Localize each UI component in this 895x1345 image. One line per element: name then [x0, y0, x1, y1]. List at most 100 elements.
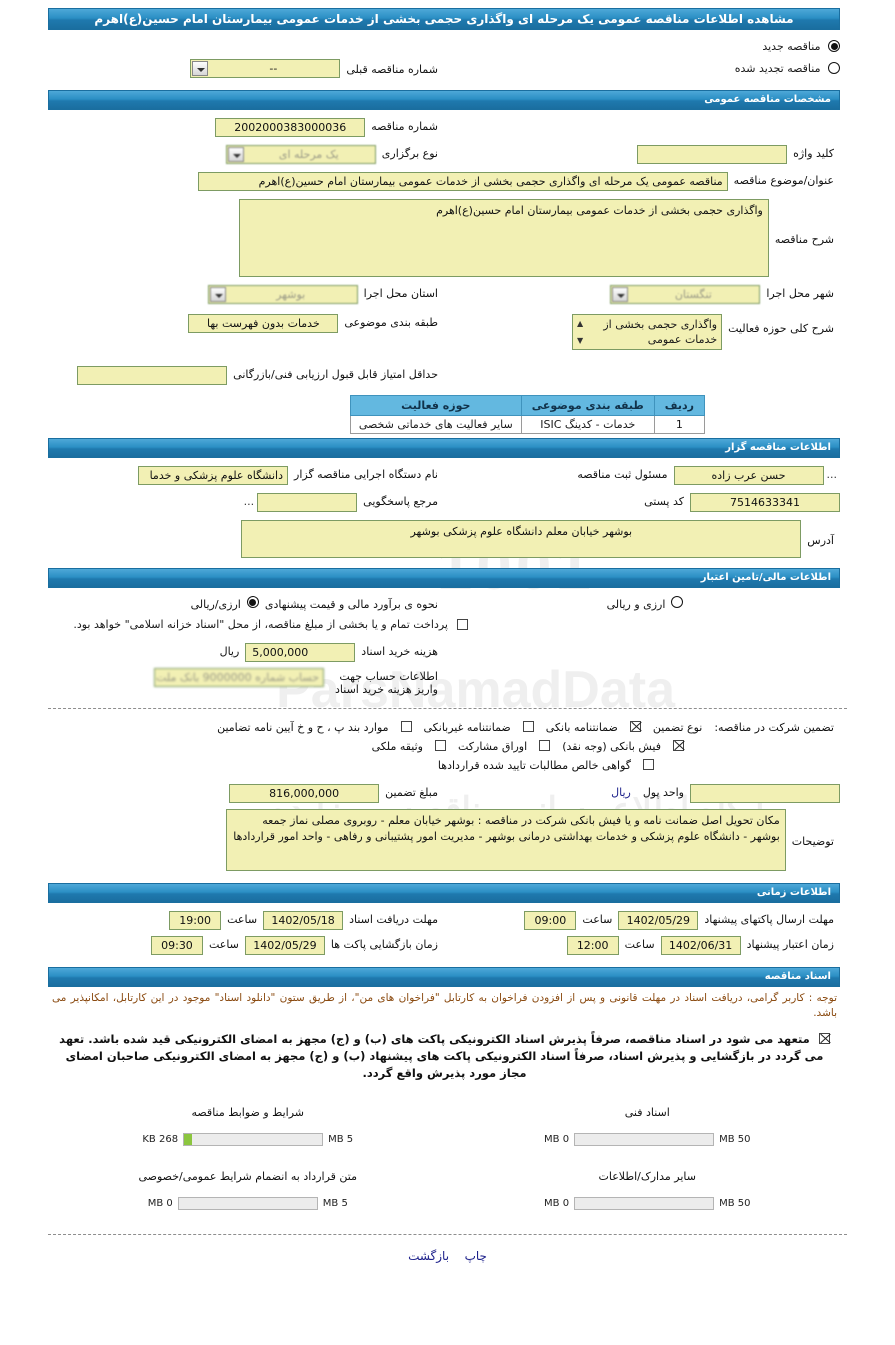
timing-time-label-0: ساعت	[227, 913, 258, 926]
timing-date-2[interactable]: 1402/05/29	[244, 936, 325, 955]
chevron-down-icon	[227, 147, 244, 162]
guarantee-notes-textarea[interactable]: مکان تحویل اصل ضمانت نامه و یا فیش بانکی…	[225, 809, 786, 871]
radio-renewed-tender[interactable]	[828, 62, 840, 74]
tender-number-field[interactable]: 2002000383000036	[215, 118, 366, 137]
previous-tender-number-value: --	[269, 62, 278, 75]
timing-time-3[interactable]: 12:00	[566, 936, 619, 955]
doc-price-label: هزینه خرید اسناد	[361, 645, 438, 658]
chevron-down-icon	[209, 287, 226, 302]
participation-guarantee-label: تضمین شرکت در مناقصه:	[714, 721, 834, 734]
timing-time-2[interactable]: 09:30	[150, 936, 203, 955]
listbox-scroll-arrows[interactable]: ▲ ▼	[574, 316, 586, 348]
checkbox-property-deed-label: وثیقه ملکی	[371, 740, 423, 753]
doc-price-field[interactable]: 5,000,000	[245, 643, 356, 662]
account-field[interactable]: حساب شماره 9000000 بانک ملت	[154, 668, 324, 687]
currency-value: ریال	[611, 786, 631, 799]
row-timing-1: مهلت ارسال پاکتهای پیشنهاد 1402/05/29 سا…	[48, 903, 840, 934]
checkbox-bank-guarantee[interactable]	[629, 721, 641, 732]
timing-time-1[interactable]: 09:00	[524, 911, 577, 930]
checkbox-clause-items-label: موارد بند پ ، ح و خ آیین نامه تضامین	[217, 721, 389, 734]
back-link[interactable]: بازگشت	[408, 1249, 450, 1263]
province-label: استان محل اجرا	[363, 287, 438, 300]
checkbox-property-deed[interactable]	[435, 740, 446, 751]
guarantee-amount-field[interactable]: 816,000,000	[229, 784, 380, 803]
print-link[interactable]: چاپ	[464, 1249, 487, 1263]
contact-field[interactable]	[257, 493, 358, 512]
guarantee-type-label: نوع تضمین	[652, 721, 703, 734]
row-subject: عنوان/موضوع مناقصه مناقصه عمومی یک مرحله…	[48, 168, 840, 195]
checkbox-bank-guarantee-label: ضمانتنامه بانکی	[545, 721, 618, 734]
activity-scope-label: شرح کلی حوزه فعالیت	[728, 322, 834, 335]
row-description: شرح مناقصه واگذاری حجمی بخشی از خدمات عم…	[48, 195, 840, 281]
postal-code-label: کد پستی	[644, 495, 684, 508]
radio-renewed-tender-label: مناقصه تجدید شده	[734, 62, 821, 75]
row-contact: 7514633341 کد پستی مرجع پاسخگویی ...	[48, 489, 840, 516]
radio-both-currency[interactable]	[671, 596, 684, 608]
timing-date-0[interactable]: 1402/05/18	[263, 911, 344, 930]
keyword-field[interactable]	[637, 145, 788, 164]
checkbox-participation-bonds[interactable]	[539, 740, 551, 751]
classification-field[interactable]: خدمات بدون فهرست بها	[188, 314, 339, 333]
scroll-down-icon[interactable]: ▼	[577, 336, 584, 345]
checkbox-nonbank-guarantee-label: ضمانتنامه غیربانکی	[423, 721, 511, 734]
currency-label: واحد پول	[642, 786, 684, 799]
row-estimate-type: ارزی و ریالی نحوه ی برآورد مالی و قیمت پ…	[48, 588, 840, 615]
radio-rial-currency[interactable]	[246, 596, 259, 608]
timing-date-3[interactable]: 1402/06/31	[660, 936, 741, 955]
checkbox-electronic-signature-pledge[interactable]	[818, 1033, 830, 1044]
checkbox-participation-bonds-label: اوراق مشارکت	[458, 740, 528, 753]
electronic-signature-pledge: متعهد می شود در اسناد مناقصه، صرفاً پذیر…	[52, 1031, 837, 1082]
city-select[interactable]: تنگستان	[610, 285, 761, 304]
registrar-field[interactable]: حسن عرب زاده	[673, 466, 824, 485]
upload-used-technical-docs: 0 MB	[544, 1134, 570, 1145]
cell-index: 1	[653, 415, 706, 434]
progress-bar-technical-docs	[574, 1133, 715, 1146]
timing-time-0[interactable]: 19:00	[169, 911, 222, 930]
city-value: تنگستان	[674, 288, 712, 301]
checkbox-net-claims-certificate[interactable]	[643, 759, 654, 770]
registrar-more-icon[interactable]: ...	[826, 468, 838, 481]
description-label: شرح مناقصه	[774, 233, 834, 246]
divider-financial-guarantee	[48, 708, 847, 709]
progress-bar-terms-conditions	[183, 1133, 324, 1146]
upload-row-2: سایر مدارک/اطلاعات 50 MB 0 MB متن قراردا…	[48, 1164, 847, 1228]
checkbox-clause-items[interactable]	[400, 721, 412, 732]
row-min-score: حداقل امتیاز قابل قبول ارزیابی فنی/بازرگ…	[48, 354, 840, 389]
radio-new-tender-label: مناقصه جدید	[762, 40, 821, 53]
upload-used-other-docs: 0 MB	[544, 1198, 570, 1209]
description-textarea[interactable]: واگذاری حجمی بخشی از خدمات عمومی بیمارست…	[238, 199, 769, 277]
address-textarea[interactable]: بوشهر خیابان معلم دانشگاه علوم پزشکی بوش…	[241, 520, 802, 558]
province-select[interactable]: بوشهر	[207, 285, 358, 304]
timing-time-label-3: ساعت	[624, 938, 655, 951]
upload-used-contract-text: 0 MB	[147, 1198, 173, 1209]
checkbox-bank-receipt[interactable]	[673, 740, 684, 751]
subject-label: عنوان/موضوع مناقصه	[733, 174, 834, 187]
upload-cell-technical-docs: اسناد فنی 50 MB 0 MB	[448, 1100, 848, 1164]
subject-field[interactable]: مناقصه عمومی یک مرحله ای واگذاری حجمی بخ…	[197, 172, 728, 191]
upload-title-technical-docs: اسناد فنی	[624, 1106, 670, 1119]
timing-label-1: مهلت ارسال پاکتهای پیشنهاد	[704, 913, 834, 926]
activity-scope-listbox[interactable]: ▲ ▼ واگذاری حجمی بخشی از خدمات عمومی	[572, 314, 723, 350]
timing-date-1[interactable]: 1402/05/29	[618, 911, 699, 930]
upload-title-other-docs: سایر مدارک/اطلاعات	[598, 1170, 696, 1183]
address-label: آدرس	[807, 534, 834, 547]
chevron-down-icon	[192, 61, 209, 76]
currency-extra-field[interactable]	[690, 784, 840, 803]
section-documents-header: اسناد مناقصه	[48, 967, 840, 987]
tender-details-page: مشاهده اطلاعات مناقصه عمومی یک مرحله ای …	[0, 0, 895, 1273]
checkbox-islamic-treasury[interactable]	[457, 619, 468, 630]
scroll-up-icon[interactable]: ▲	[577, 319, 584, 328]
row-classification: شرح کلی حوزه فعالیت ▲ ▼ واگذاری حجمی بخش…	[48, 308, 840, 354]
previous-tender-number-select[interactable]: --	[190, 59, 341, 78]
contact-more-icon[interactable]: ...	[243, 495, 255, 508]
holding-type-select[interactable]: یک مرحله ای	[225, 145, 376, 164]
upload-max-terms-conditions: 5 MB	[328, 1134, 354, 1145]
row-account-info: اطلاعات حساب جهت واریز هزینه خرید اسناد …	[48, 666, 840, 700]
doc-price-currency: ریال	[219, 645, 240, 658]
postal-code-field[interactable]: 7514633341	[690, 493, 840, 512]
checkbox-nonbank-guarantee[interactable]	[522, 721, 534, 732]
min-score-field[interactable]	[77, 366, 228, 385]
agency-field[interactable]: دانشگاه علوم پزشکی و خدما	[138, 466, 289, 485]
table-header-row: ردیف طبقه بندی موضوعی حوزه فعالیت	[349, 395, 706, 416]
radio-new-tender[interactable]	[828, 40, 840, 52]
